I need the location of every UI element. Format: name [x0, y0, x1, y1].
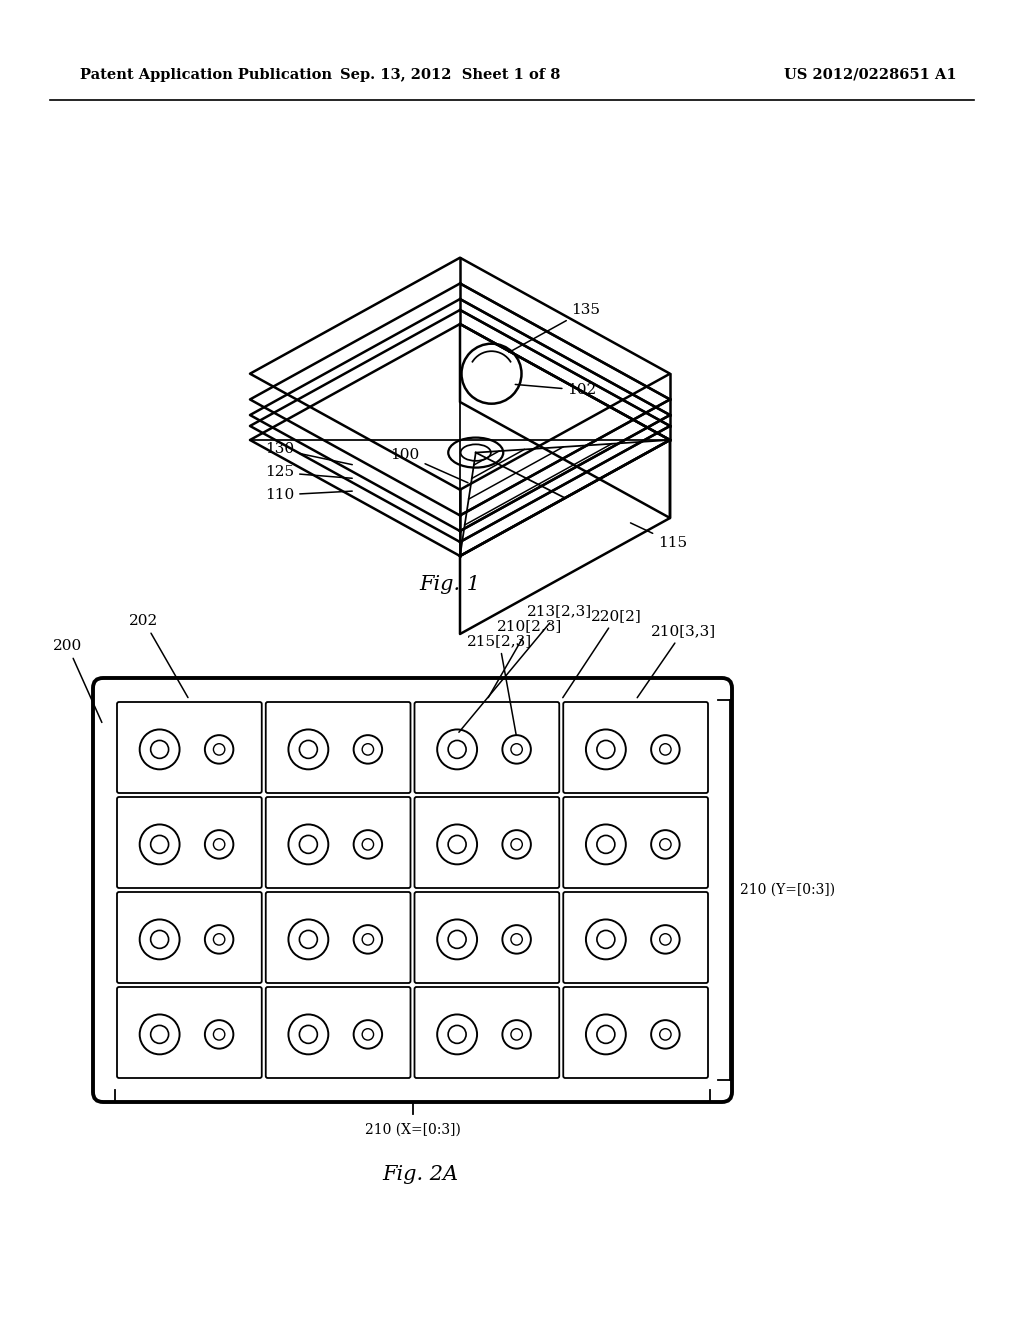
Text: 213[2,3]: 213[2,3]	[459, 605, 592, 733]
FancyBboxPatch shape	[415, 987, 559, 1078]
FancyBboxPatch shape	[563, 797, 708, 888]
FancyBboxPatch shape	[415, 892, 559, 983]
FancyBboxPatch shape	[415, 702, 559, 793]
Text: 200: 200	[53, 639, 101, 722]
Text: 102: 102	[515, 383, 597, 397]
FancyBboxPatch shape	[563, 987, 708, 1078]
Text: 210 (Y=[0:3]): 210 (Y=[0:3])	[740, 883, 836, 898]
Text: 215[2,3]: 215[2,3]	[467, 634, 531, 735]
Text: 125: 125	[265, 466, 352, 479]
Text: US 2012/0228651 A1: US 2012/0228651 A1	[783, 69, 956, 82]
Text: 210[3,3]: 210[3,3]	[637, 624, 716, 698]
Text: 115: 115	[631, 523, 687, 549]
Text: 220[2]: 220[2]	[563, 609, 642, 698]
FancyBboxPatch shape	[266, 987, 411, 1078]
FancyBboxPatch shape	[117, 702, 262, 793]
FancyBboxPatch shape	[563, 702, 708, 793]
FancyBboxPatch shape	[117, 987, 262, 1078]
FancyBboxPatch shape	[266, 892, 411, 983]
FancyBboxPatch shape	[563, 892, 708, 983]
Text: 100: 100	[390, 447, 468, 483]
Text: Sep. 13, 2012  Sheet 1 of 8: Sep. 13, 2012 Sheet 1 of 8	[340, 69, 560, 82]
Text: 210 (X=[0:3]): 210 (X=[0:3])	[365, 1123, 461, 1137]
FancyBboxPatch shape	[415, 797, 559, 888]
FancyBboxPatch shape	[266, 797, 411, 888]
Text: 210[2,3]: 210[2,3]	[488, 619, 562, 697]
FancyBboxPatch shape	[266, 702, 411, 793]
FancyBboxPatch shape	[117, 892, 262, 983]
FancyBboxPatch shape	[93, 678, 732, 1102]
Text: Fig. 1: Fig. 1	[420, 576, 480, 594]
Text: 202: 202	[129, 614, 188, 697]
Text: 110: 110	[265, 488, 352, 502]
FancyBboxPatch shape	[117, 797, 262, 888]
Text: 135: 135	[509, 302, 600, 352]
Text: 130: 130	[265, 442, 352, 465]
Text: Fig. 2A: Fig. 2A	[382, 1166, 458, 1184]
Text: Patent Application Publication: Patent Application Publication	[80, 69, 332, 82]
